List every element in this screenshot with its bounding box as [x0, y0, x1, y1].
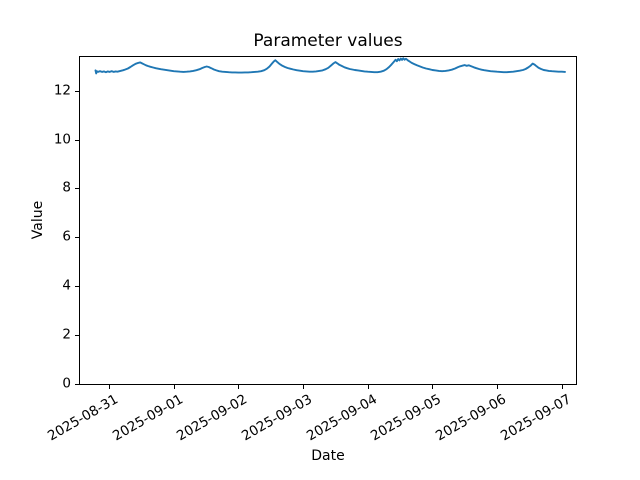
- x-axis-tick-mark: [238, 385, 240, 389]
- x-axis-tick-label: 2025-09-03: [239, 391, 316, 445]
- y-axis-tick-mark: [75, 335, 79, 337]
- y-axis-tick-label: 2: [62, 326, 71, 343]
- data-line-series: [94, 57, 566, 75]
- x-axis-tick-label: 2025-09-07: [497, 391, 574, 445]
- y-axis-tick-mark: [75, 188, 79, 190]
- x-axis-tick-label: 2025-09-01: [109, 391, 186, 445]
- y-axis-tick-mark: [75, 139, 79, 141]
- y-axis-tick-mark: [75, 384, 79, 385]
- y-axis-tick-mark: [75, 237, 79, 239]
- y-axis-tick-label: 8: [62, 179, 71, 196]
- x-axis-tick-label: 2025-09-05: [368, 391, 445, 445]
- y-axis-tick-label: 0: [62, 375, 71, 392]
- y-axis-tick-mark: [75, 90, 79, 92]
- x-axis-tick-label: 2025-08-31: [45, 391, 122, 445]
- line-plot-canvas: [94, 57, 566, 75]
- x-axis-tick-mark: [367, 385, 369, 389]
- x-axis-tick-mark: [109, 385, 111, 389]
- y-axis-tick-label: 6: [62, 228, 71, 245]
- x-axis-label: Date: [311, 448, 345, 464]
- x-axis-tick-label: 2025-09-06: [433, 391, 510, 445]
- chart-title: Parameter values: [253, 31, 403, 51]
- x-axis-tick-mark: [497, 385, 499, 389]
- y-axis-label: Value: [30, 200, 46, 240]
- x-axis-tick-mark: [173, 385, 175, 389]
- x-axis-tick-label: 2025-09-02: [174, 391, 251, 445]
- y-axis-tick-label: 10: [53, 130, 71, 147]
- y-axis-tick-label: 4: [62, 277, 71, 294]
- y-axis-tick-label: 12: [53, 81, 71, 98]
- x-axis-tick-mark: [303, 385, 305, 389]
- x-axis-tick-label: 2025-09-04: [303, 391, 380, 445]
- x-axis-tick-mark: [432, 385, 434, 389]
- y-axis-tick-mark: [75, 286, 79, 288]
- plot-area: [79, 56, 577, 385]
- x-axis-tick-mark: [561, 385, 563, 389]
